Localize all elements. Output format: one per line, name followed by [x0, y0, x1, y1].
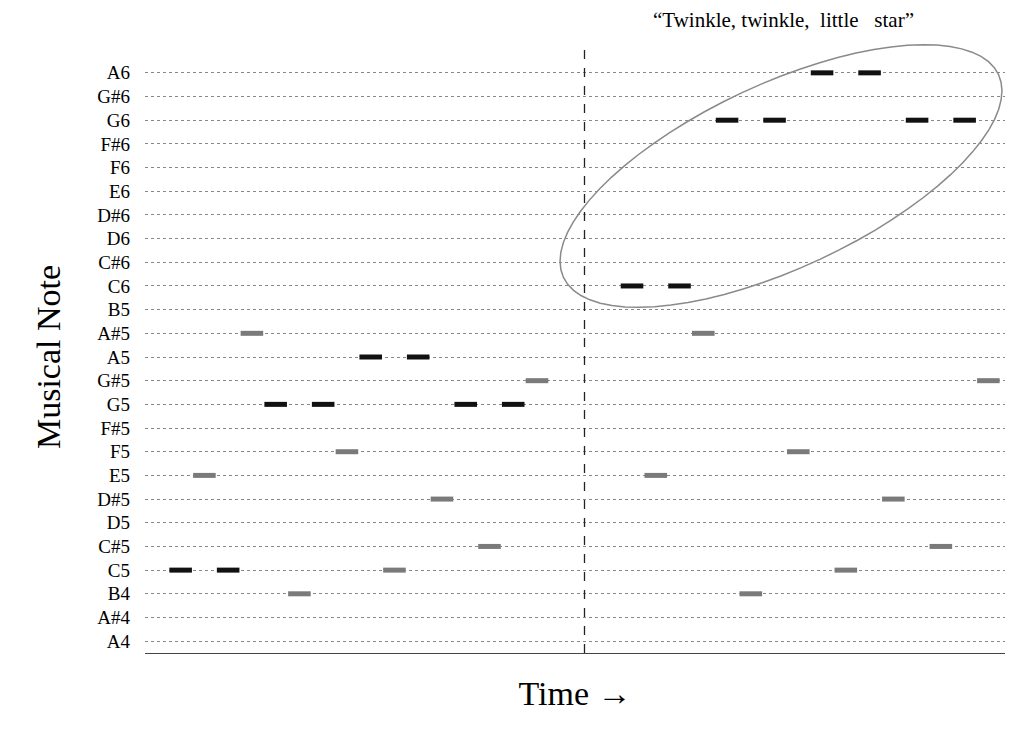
svg-text:A5: A5	[107, 347, 130, 368]
svg-text:D5: D5	[107, 512, 130, 533]
svg-text:D6: D6	[107, 228, 130, 249]
svg-text:C6: C6	[108, 276, 130, 297]
svg-text:G5: G5	[107, 394, 130, 415]
svg-text:A6: A6	[107, 62, 130, 83]
svg-text:G#6: G#6	[97, 86, 130, 107]
svg-text:C#5: C#5	[98, 536, 130, 557]
svg-text:Time →: Time →	[518, 675, 631, 712]
svg-text:A#5: A#5	[97, 323, 130, 344]
svg-text:G#5: G#5	[97, 370, 130, 391]
svg-text:F#5: F#5	[100, 418, 130, 439]
svg-text:C#6: C#6	[98, 252, 130, 273]
svg-text:A#4: A#4	[97, 607, 130, 628]
svg-text:D#6: D#6	[97, 205, 130, 226]
svg-text:F5: F5	[110, 441, 130, 462]
svg-text:B5: B5	[108, 299, 130, 320]
svg-text:F6: F6	[110, 157, 130, 178]
svg-text:C5: C5	[108, 560, 130, 581]
svg-text:G6: G6	[107, 110, 130, 131]
svg-text:A4: A4	[107, 631, 131, 652]
svg-text:D#5: D#5	[97, 489, 130, 510]
svg-text:B4: B4	[108, 583, 131, 604]
svg-text:Musical Note: Musical Note	[30, 265, 67, 449]
svg-text:“Twinkle, twinkle, little s: “Twinkle, twinkle, little star”	[653, 8, 914, 32]
svg-text:F#6: F#6	[100, 134, 130, 155]
svg-text:E5: E5	[109, 465, 130, 486]
svg-text:E6: E6	[109, 181, 130, 202]
